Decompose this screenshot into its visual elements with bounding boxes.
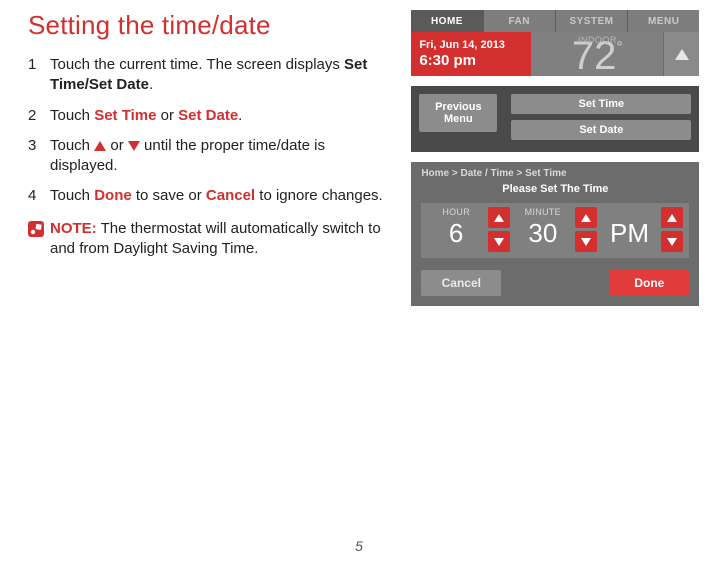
set-time-date-menu: Previous Menu Set Time Set Date	[411, 86, 699, 152]
page-title: Setting the time/date	[28, 10, 393, 41]
note-icon	[28, 221, 44, 237]
up-arrow-icon	[675, 49, 689, 60]
prev-label-2: Menu	[419, 113, 497, 125]
step-text: Touch	[50, 187, 94, 204]
up-arrow-icon	[494, 214, 504, 222]
previous-menu-button[interactable]: Previous Menu	[419, 94, 497, 132]
ampm-up-button[interactable]	[661, 207, 683, 228]
hour-column: HOUR 6	[427, 207, 510, 252]
datetime-touch-area[interactable]: Fri, Jun 14, 2013 6:30 pm	[411, 32, 531, 76]
indoor-temp: INDOOR 72°	[531, 32, 663, 76]
down-arrow-icon	[128, 141, 140, 151]
step-4: 4 Touch Done to save or Cancel to ignore…	[28, 186, 393, 206]
step-red: Set Time	[94, 107, 156, 124]
up-arrow-icon	[94, 141, 106, 151]
step-red: Cancel	[206, 187, 255, 204]
up-arrow-icon	[667, 214, 677, 222]
time-line: 6:30 pm	[419, 52, 523, 69]
step-2: 2 Touch Set Time or Set Date.	[28, 106, 393, 126]
cancel-button[interactable]: Cancel	[421, 270, 501, 296]
step-text: Touch	[50, 137, 94, 154]
step-text: .	[238, 107, 242, 124]
down-arrow-icon	[667, 238, 677, 246]
minute-up-button[interactable]	[575, 207, 597, 228]
hour-down-button[interactable]	[488, 231, 510, 252]
note-label: NOTE:	[50, 220, 97, 237]
thermostat-home-screen: HOME FAN SYSTEM MENU Fri, Jun 14, 2013 6…	[411, 10, 699, 76]
steps-list: 1 Touch the current time. The screen dis…	[28, 55, 393, 207]
tab-system[interactable]: SYSTEM	[556, 10, 628, 32]
ampm-column: PM	[601, 207, 684, 252]
ampm-value: PM	[601, 220, 659, 246]
tab-menu[interactable]: MENU	[628, 10, 699, 32]
step-text: .	[149, 76, 153, 93]
set-time-screen: Home > Date / Time > Set Time Please Set…	[411, 162, 699, 306]
raise-temp-button[interactable]	[663, 32, 699, 76]
degree-symbol: °	[616, 39, 622, 56]
breadcrumb: Home > Date / Time > Set Time	[411, 162, 699, 183]
step-red: Set Date	[178, 107, 238, 124]
indoor-label: INDOOR	[578, 35, 617, 45]
minute-value: 30	[514, 220, 572, 246]
up-arrow-icon	[581, 214, 591, 222]
minute-column: MINUTE 30	[514, 207, 597, 252]
note: NOTE: The thermostat will automatically …	[28, 219, 393, 260]
date-line: Fri, Jun 14, 2013	[419, 39, 523, 51]
note-text: The thermostat will automatically switch…	[50, 220, 381, 257]
step-text: Touch the current time. The screen displ…	[50, 56, 344, 73]
hour-value: 6	[427, 220, 485, 246]
done-button[interactable]: Done	[609, 270, 689, 296]
set-date-button[interactable]: Set Date	[511, 120, 691, 140]
step-text: or	[156, 107, 178, 124]
step-text: or	[106, 137, 128, 154]
step-1: 1 Touch the current time. The screen dis…	[28, 55, 393, 96]
page-number: 5	[0, 538, 718, 554]
down-arrow-icon	[581, 238, 591, 246]
screen-title: Please Set The Time	[411, 183, 699, 203]
prev-label-1: Previous	[419, 101, 497, 113]
step-3: 3 Touch or until the proper time/date is…	[28, 136, 393, 177]
step-num: 4	[28, 186, 50, 206]
ampm-down-button[interactable]	[661, 231, 683, 252]
down-arrow-icon	[494, 238, 504, 246]
tab-home[interactable]: HOME	[411, 10, 483, 32]
hour-up-button[interactable]	[488, 207, 510, 228]
step-num: 1	[28, 55, 50, 96]
step-num: 3	[28, 136, 50, 177]
step-red: Done	[94, 187, 132, 204]
step-num: 2	[28, 106, 50, 126]
tab-fan[interactable]: FAN	[484, 10, 556, 32]
step-text: Touch	[50, 107, 94, 124]
step-text: to save or	[132, 187, 206, 204]
minute-down-button[interactable]	[575, 231, 597, 252]
set-time-button[interactable]: Set Time	[511, 94, 691, 114]
step-text: to ignore changes.	[255, 187, 383, 204]
